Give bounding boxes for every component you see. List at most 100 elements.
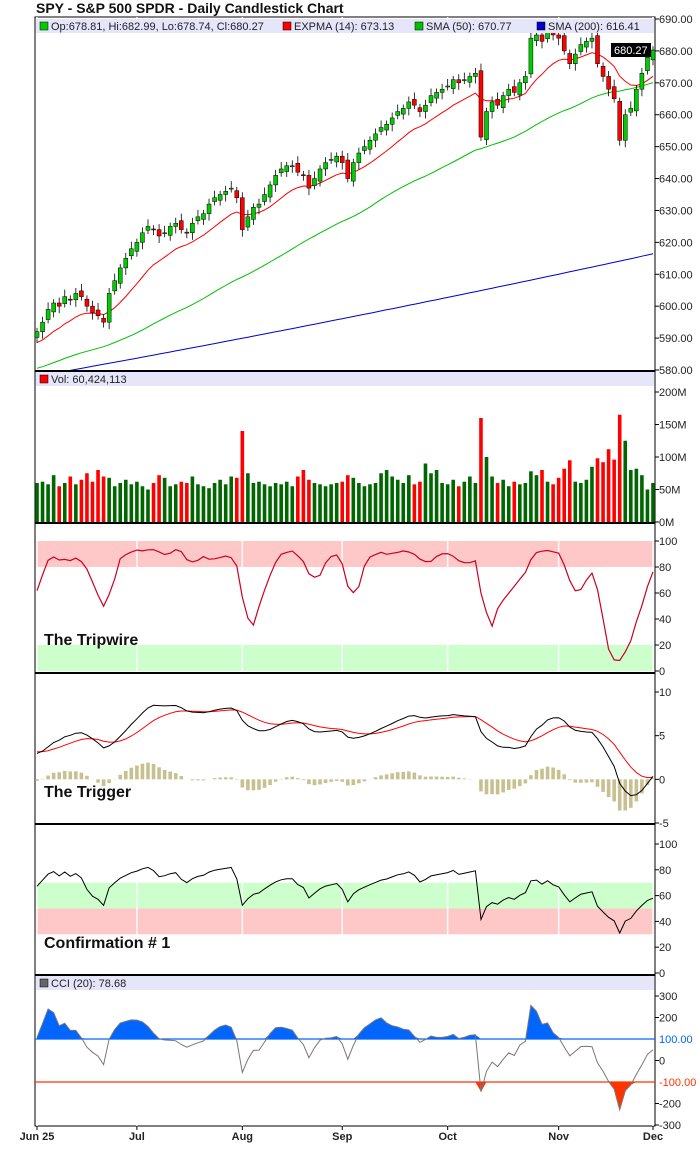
candle-body bbox=[324, 163, 328, 169]
candle-body bbox=[52, 303, 56, 312]
macd-histogram-bar bbox=[429, 777, 433, 780]
macd-histogram-bar bbox=[174, 773, 178, 779]
candle-body bbox=[329, 159, 333, 160]
candle-body bbox=[634, 89, 638, 111]
candle-body bbox=[529, 38, 533, 74]
macd-histogram-bar bbox=[446, 777, 450, 779]
volume-bar bbox=[91, 482, 95, 522]
macd-histogram-bar bbox=[568, 779, 572, 780]
volume-bar bbox=[329, 484, 333, 522]
candle-body bbox=[129, 249, 133, 256]
candle-body bbox=[573, 54, 577, 64]
ohlc-legend: Op:678.81, Hi:682.99, Lo:678.74, Cl:680.… bbox=[51, 21, 264, 33]
y-tick-label: 200 bbox=[659, 1013, 677, 1025]
candle-body bbox=[534, 35, 538, 41]
macd-histogram-bar bbox=[257, 779, 261, 790]
volume-bar bbox=[524, 483, 528, 522]
candle-body bbox=[201, 214, 205, 220]
macd-histogram-bar bbox=[152, 764, 156, 779]
macd-histogram-bar bbox=[268, 779, 272, 785]
macd-histogram-bar bbox=[80, 773, 84, 780]
candle-body bbox=[385, 124, 389, 130]
volume-bar bbox=[507, 486, 511, 522]
trigger-label: The Trigger bbox=[44, 784, 131, 801]
candle-body bbox=[85, 299, 89, 306]
macd-histogram-bar bbox=[107, 779, 111, 783]
macd-histogram-bar bbox=[124, 771, 128, 779]
macd-histogram-bar bbox=[440, 777, 444, 780]
macd-histogram-bar bbox=[57, 772, 61, 779]
y-tick-label: 650.00 bbox=[659, 142, 693, 154]
macd-histogram-bar bbox=[196, 779, 200, 780]
volume-bar bbox=[224, 484, 228, 522]
volume-bar bbox=[74, 484, 78, 522]
cci-legend-bg bbox=[36, 976, 654, 990]
macd-histogram-bar bbox=[96, 779, 100, 782]
candle-body bbox=[152, 229, 156, 230]
y-tick-label: 20 bbox=[659, 942, 671, 954]
candle-body bbox=[63, 297, 67, 304]
sma200-legend: SMA (200): 616.41 bbox=[548, 21, 640, 33]
candle-body bbox=[240, 198, 244, 230]
candle-body bbox=[540, 35, 544, 41]
volume-bar bbox=[596, 458, 600, 522]
last-price-marker: 680.27 bbox=[611, 43, 651, 57]
volume-bar bbox=[268, 486, 272, 522]
volume-bar bbox=[579, 483, 583, 522]
volume-bar bbox=[141, 486, 145, 522]
cci-upper-level-label: 100.00 bbox=[659, 1034, 693, 1046]
volume-bar bbox=[41, 482, 45, 522]
macd-histogram-bar bbox=[479, 779, 483, 791]
candle-body bbox=[157, 230, 161, 236]
sma50-legend-swatch bbox=[415, 22, 423, 30]
volume-bar bbox=[468, 477, 472, 523]
volume-bar bbox=[196, 484, 200, 522]
macd-histogram-bar bbox=[390, 773, 394, 779]
macd-histogram-bar bbox=[340, 779, 344, 781]
volume-bar bbox=[157, 475, 161, 522]
candle-body bbox=[418, 108, 422, 112]
candle-body bbox=[279, 169, 283, 173]
volume-bar bbox=[213, 483, 217, 522]
volume-bar bbox=[185, 483, 189, 522]
volume-bar bbox=[124, 480, 128, 522]
candle-body bbox=[163, 233, 167, 234]
candle-body bbox=[601, 66, 605, 76]
volume-bar bbox=[207, 488, 211, 522]
y-tick-label: 80 bbox=[659, 865, 671, 877]
volume-bar bbox=[191, 477, 195, 523]
volume-bar bbox=[618, 415, 622, 522]
cci-legend: CCI (20): 78.68 bbox=[51, 978, 126, 990]
candle-body bbox=[301, 175, 305, 176]
candle-body bbox=[396, 112, 400, 116]
volume-bar bbox=[651, 483, 655, 522]
volume-bar bbox=[501, 480, 505, 522]
volume-bar bbox=[246, 473, 250, 522]
x-tick-label: Aug bbox=[232, 1131, 253, 1143]
candle-body bbox=[435, 92, 439, 98]
macd-histogram-bar bbox=[52, 773, 56, 780]
candle-body bbox=[257, 204, 261, 207]
panel-frame bbox=[35, 371, 655, 523]
volume-bar bbox=[107, 478, 111, 522]
volume-bar bbox=[529, 471, 533, 522]
candle-body bbox=[235, 191, 239, 198]
volume-bar bbox=[568, 460, 572, 522]
volume-bar bbox=[446, 484, 450, 522]
macd-histogram-bar bbox=[451, 777, 455, 780]
chart-title: SPY - S&P 500 SPDR - Daily Candlestick C… bbox=[36, 0, 344, 16]
candle-body bbox=[290, 166, 294, 167]
volume-bar bbox=[363, 486, 367, 522]
volume-bar bbox=[35, 483, 39, 522]
macd-histogram-bar bbox=[407, 771, 411, 779]
macd-histogram-bar bbox=[601, 779, 605, 792]
tripwire-label: The Tripwire bbox=[44, 632, 138, 649]
candle-body bbox=[168, 226, 172, 235]
candle-body bbox=[457, 80, 461, 83]
candle-body bbox=[285, 166, 289, 172]
expma-legend: EXPMA (14): 673.13 bbox=[294, 21, 394, 33]
volume-bar bbox=[385, 470, 389, 522]
macd-histogram-bar bbox=[246, 779, 250, 790]
volume-bar bbox=[540, 470, 544, 522]
volume-bar bbox=[229, 477, 233, 523]
